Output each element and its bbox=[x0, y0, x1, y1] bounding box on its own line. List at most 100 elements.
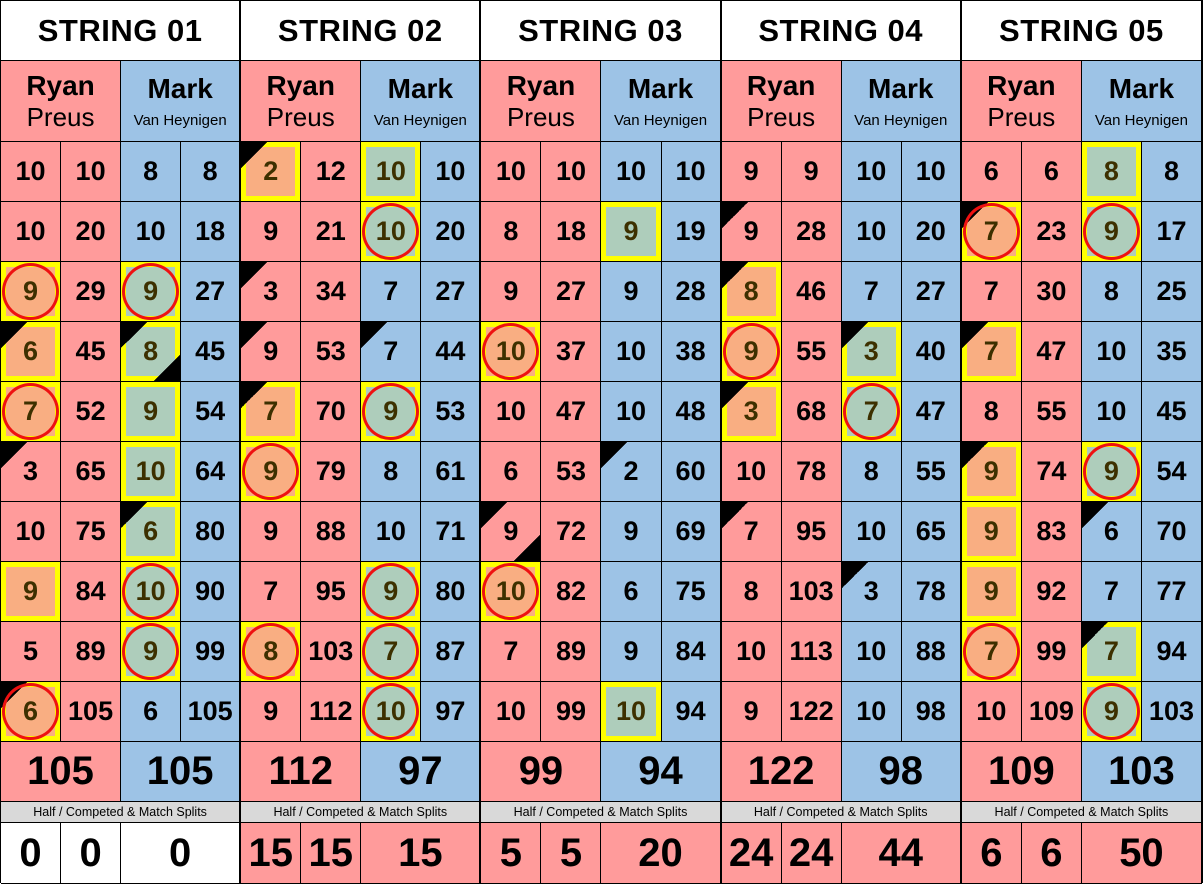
ryan-frame-score: 8 bbox=[721, 262, 782, 322]
corner-triangle-icon bbox=[514, 535, 541, 561]
mark-frame-score: 10 bbox=[601, 322, 662, 382]
cell-value: 60 bbox=[675, 456, 706, 486]
cell-value: 20 bbox=[915, 216, 946, 246]
cell-value: 7 bbox=[263, 396, 279, 426]
half-split: 5 bbox=[481, 823, 542, 884]
cell-value: 40 bbox=[915, 336, 946, 366]
ryan-frame-score: 9 bbox=[241, 442, 302, 502]
cell-value: 29 bbox=[75, 276, 106, 306]
ryan-running-total: 78 bbox=[781, 442, 842, 502]
mark-running-total: 10 bbox=[421, 142, 482, 202]
mark-frame-score: 7 bbox=[841, 262, 902, 322]
corner-triangle-icon bbox=[361, 322, 388, 348]
mark-running-total: 10 bbox=[661, 142, 722, 202]
player-name-mark: Mark Van Heynigen bbox=[601, 61, 722, 142]
mark-running-total: 19 bbox=[661, 202, 722, 262]
mark-running-total: 105 bbox=[181, 682, 242, 742]
cell-value: 7 bbox=[503, 636, 519, 666]
splits-label: Half / Competed & Match Splits bbox=[721, 802, 962, 823]
corner-triangle-icon bbox=[721, 202, 748, 228]
ryan-frame-score: 7 bbox=[721, 502, 782, 562]
cell-value: 3 bbox=[743, 396, 759, 426]
cell-value: 9 bbox=[983, 516, 999, 546]
cell-value: 8 bbox=[743, 576, 759, 606]
cell-value: 45 bbox=[195, 336, 226, 366]
cell-value: 9 bbox=[803, 156, 819, 186]
red-circle-mark bbox=[242, 443, 300, 500]
mark-running-total: 45 bbox=[181, 322, 242, 382]
mark-frame-score: 6 bbox=[121, 502, 182, 562]
ryan-frame-score: 3 bbox=[241, 262, 302, 322]
ryan-frame-score: 8 bbox=[721, 562, 782, 622]
cell-value: 8 bbox=[1163, 156, 1179, 186]
cell-value: 23 bbox=[1036, 216, 1067, 246]
cell-value: 9 bbox=[983, 456, 999, 486]
ryan-frame-score: 5 bbox=[1, 622, 62, 682]
player-name-ryan: Ryan Preus bbox=[961, 61, 1082, 142]
cell-value: 9 bbox=[503, 276, 519, 306]
red-circle-mark bbox=[482, 323, 540, 380]
cell-value: 92 bbox=[1036, 576, 1067, 606]
ryan-running-total: 79 bbox=[301, 442, 362, 502]
mark-running-total: 27 bbox=[901, 262, 962, 322]
cell-value: 90 bbox=[195, 576, 226, 606]
first-name: Ryan bbox=[506, 69, 576, 101]
cell-value: 80 bbox=[435, 576, 466, 606]
cell-value: 27 bbox=[195, 276, 226, 306]
cell-value: 9 bbox=[623, 636, 639, 666]
cell-value: 9 bbox=[23, 576, 39, 606]
mark-running-total: 75 bbox=[661, 562, 722, 622]
ryan-running-total: 89 bbox=[61, 622, 122, 682]
ryan-running-total: 46 bbox=[781, 262, 842, 322]
mark-running-total: 70 bbox=[1141, 502, 1202, 562]
cell-value: 3 bbox=[23, 456, 39, 486]
mark-running-total: 40 bbox=[901, 322, 962, 382]
match-split: 0 bbox=[121, 823, 242, 884]
match-split: 15 bbox=[361, 823, 482, 884]
cell-value: 78 bbox=[796, 456, 827, 486]
red-circle-mark bbox=[1082, 683, 1140, 740]
player-name-mark: Mark Van Heynigen bbox=[361, 61, 482, 142]
cell-value: 12 bbox=[315, 156, 346, 186]
corner-triangle-icon bbox=[121, 322, 148, 348]
ryan-frame-score: 8 bbox=[241, 622, 302, 682]
mark-running-total: 69 bbox=[661, 502, 722, 562]
ryan-frame-score: 9 bbox=[961, 562, 1022, 622]
ryan-frame-score: 10 bbox=[961, 682, 1022, 742]
highlight-box bbox=[121, 442, 181, 501]
ryan-frame-score: 10 bbox=[481, 382, 542, 442]
cell-value: 87 bbox=[435, 636, 466, 666]
player-name-mark: Mark Van Heynigen bbox=[1081, 61, 1202, 142]
ryan-running-total: 20 bbox=[61, 202, 122, 262]
cell-value: 88 bbox=[315, 516, 346, 546]
ryan-running-total: 95 bbox=[781, 502, 842, 562]
cell-value: 6 bbox=[503, 456, 519, 486]
cell-value: 8 bbox=[143, 156, 159, 186]
cell-value: 79 bbox=[315, 456, 346, 486]
mark-frame-score: 8 bbox=[121, 142, 182, 202]
last-name: Preus bbox=[747, 102, 816, 133]
cell-value: 74 bbox=[1036, 456, 1067, 486]
mark-frame-score: 10 bbox=[601, 682, 662, 742]
cell-value: 2 bbox=[623, 456, 639, 486]
ryan-string-total: 122 bbox=[721, 742, 842, 802]
cell-value: 7 bbox=[983, 276, 999, 306]
first-name: Ryan bbox=[987, 69, 1056, 101]
cell-value: 34 bbox=[315, 276, 346, 306]
ryan-running-total: 34 bbox=[301, 262, 362, 322]
ryan-frame-score: 9 bbox=[481, 262, 542, 322]
half-split: 0 bbox=[1, 823, 62, 884]
corner-triangle-icon bbox=[1, 322, 27, 348]
ryan-frame-score: 9 bbox=[241, 682, 302, 742]
red-circle-mark bbox=[482, 563, 540, 620]
mark-frame-score: 9 bbox=[601, 502, 662, 562]
cell-value: 9 bbox=[743, 156, 759, 186]
cell-value: 10 bbox=[736, 456, 767, 486]
mark-frame-score: 7 bbox=[841, 382, 902, 442]
cell-value: 47 bbox=[915, 396, 946, 426]
last-name: Van Heynigen bbox=[854, 111, 948, 129]
red-circle-mark bbox=[242, 623, 300, 680]
cell-value: 52 bbox=[75, 396, 106, 426]
corner-triangle-icon bbox=[481, 502, 508, 528]
ryan-frame-score: 7 bbox=[961, 262, 1022, 322]
